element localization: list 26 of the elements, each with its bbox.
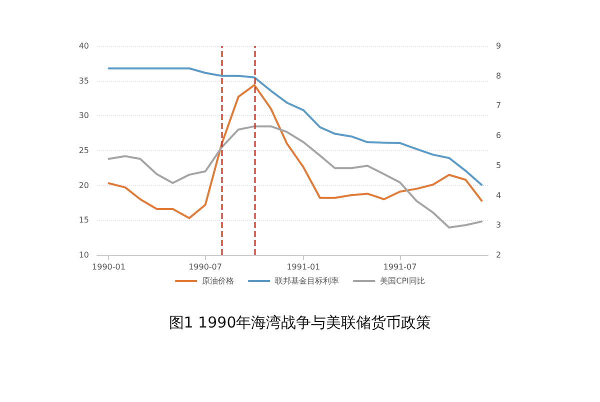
y-tick-label: 40 <box>78 42 89 50</box>
x-tick-label: 1990-01 <box>92 262 126 272</box>
y-tick-label: 35 <box>78 76 89 86</box>
y2-tick-label: 4 <box>496 190 502 200</box>
x-tick-label: 1990-07 <box>188 262 222 272</box>
legend-label: 联邦基金目标利率 <box>275 276 340 286</box>
y-tick-label: 10 <box>78 250 89 260</box>
text: 图1 1990年海湾战争与美联储货币政策 <box>168 314 432 332</box>
line-series <box>108 67 483 186</box>
x-tick-label: 1991-01 <box>286 262 320 272</box>
y-tick-label: 15 <box>78 216 89 225</box>
y2-tick-label: 2 <box>496 250 502 260</box>
y2-tick-label: 5 <box>496 160 502 170</box>
legend-label: 美国CPI同比 <box>380 276 425 286</box>
x-tick-label: 1991-07 <box>383 262 417 272</box>
y2-tick-label: 9 <box>496 42 502 50</box>
y2-tick-label: 7 <box>496 101 502 110</box>
legend-label: 原油价格 <box>202 276 234 286</box>
line-series <box>108 84 483 220</box>
y-tick-label: 25 <box>78 146 89 155</box>
y2-tick-label: 3 <box>496 220 502 230</box>
y2-tick-label: 6 <box>496 131 502 140</box>
y2-tick-label: 8 <box>496 71 502 80</box>
y-tick-label: 30 <box>78 111 89 120</box>
line-series <box>108 125 483 229</box>
y-tick-label: 20 <box>78 180 89 190</box>
